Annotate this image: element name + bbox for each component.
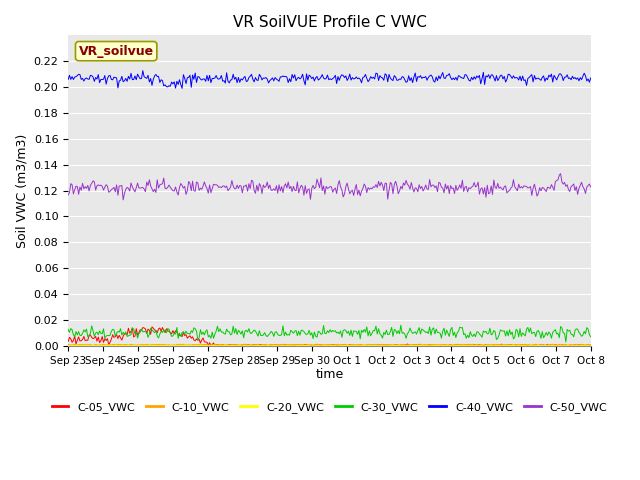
Legend: C-05_VWC, C-10_VWC, C-20_VWC, C-30_VWC, C-40_VWC, C-50_VWC: C-05_VWC, C-10_VWC, C-20_VWC, C-30_VWC, …	[47, 398, 612, 418]
Y-axis label: Soil VWC (m3/m3): Soil VWC (m3/m3)	[15, 133, 28, 248]
Text: VR_soilvue: VR_soilvue	[79, 45, 154, 58]
Title: VR SoilVUE Profile C VWC: VR SoilVUE Profile C VWC	[232, 15, 426, 30]
X-axis label: time: time	[316, 368, 344, 381]
